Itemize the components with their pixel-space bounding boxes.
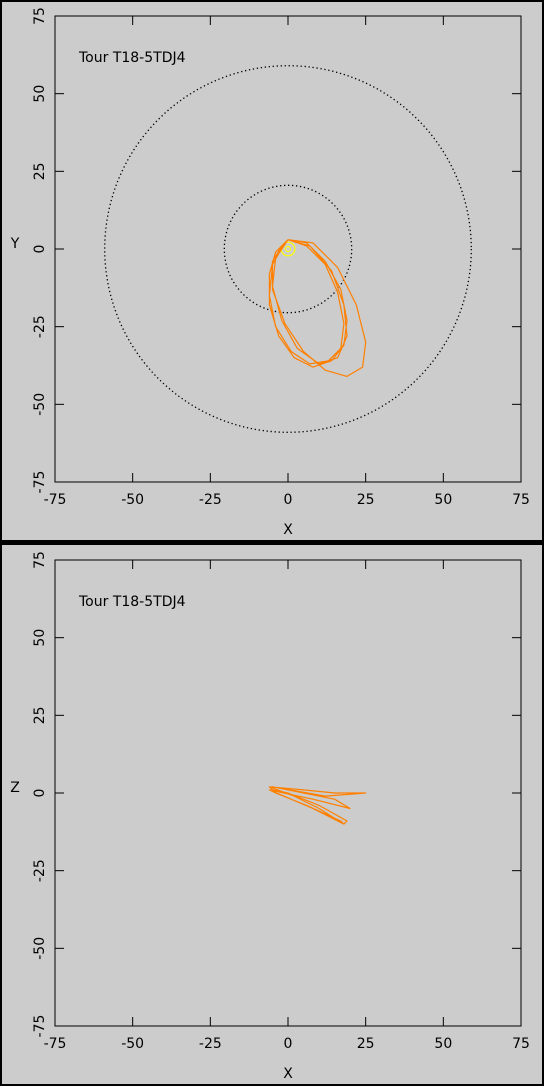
orbit-circle bbox=[223, 184, 353, 314]
x-tick-label: 0 bbox=[284, 1036, 293, 1052]
y-tick-label: -25 bbox=[32, 859, 48, 882]
x-tick-label: 75 bbox=[512, 492, 530, 508]
x-tick-label: -50 bbox=[121, 492, 144, 508]
y-tick-label: 0 bbox=[32, 789, 48, 798]
y-tick-label: 50 bbox=[32, 85, 48, 103]
chart-title: Tour T18-5TDJ4 bbox=[78, 594, 186, 610]
x-tick-label: -75 bbox=[44, 1036, 67, 1052]
trajectory bbox=[268, 239, 367, 377]
y-tick-label: -25 bbox=[32, 315, 48, 338]
x-tick-label: 50 bbox=[434, 492, 452, 508]
y-tick-label: 0 bbox=[32, 245, 48, 254]
y-tick-label: -75 bbox=[32, 471, 48, 494]
y-tick-label: 25 bbox=[32, 162, 48, 180]
x-tick-label: -75 bbox=[44, 492, 67, 508]
x-tick-label: 25 bbox=[357, 492, 375, 508]
panel-background bbox=[0, 543, 544, 1086]
y-tick-label: -75 bbox=[32, 1015, 48, 1038]
x-tick-label: -25 bbox=[199, 1036, 222, 1052]
y-tick-label: 75 bbox=[32, 7, 48, 25]
x-tick-label: -25 bbox=[199, 492, 222, 508]
y-axis-label: Y bbox=[10, 236, 20, 252]
x-tick-label: -50 bbox=[121, 1036, 144, 1052]
x-tick-label: 50 bbox=[434, 1036, 452, 1052]
x-axis-label: X bbox=[283, 1066, 293, 1082]
chart-title: Tour T18-5TDJ4 bbox=[78, 50, 186, 66]
orbit-circle bbox=[104, 65, 472, 433]
x-tick-label: 25 bbox=[357, 1036, 375, 1052]
orbit-circle bbox=[284, 245, 292, 253]
x-axis-label: X bbox=[283, 522, 293, 538]
y-tick-label: 75 bbox=[32, 551, 48, 569]
trajectory bbox=[268, 786, 367, 825]
y-tick-label: 50 bbox=[32, 629, 48, 647]
y-tick-label: -50 bbox=[32, 937, 48, 960]
x-tick-label: 75 bbox=[512, 1036, 530, 1052]
y-tick-label: 25 bbox=[32, 706, 48, 724]
y-axis-label: Z bbox=[10, 780, 20, 796]
x-tick-label: 0 bbox=[284, 492, 293, 508]
y-tick-label: -50 bbox=[32, 393, 48, 416]
